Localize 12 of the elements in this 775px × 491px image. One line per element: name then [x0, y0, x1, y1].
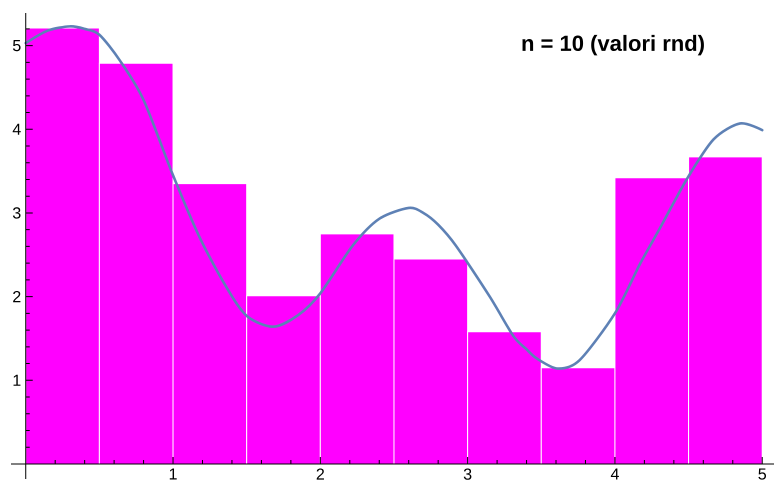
y-tick-label: 4	[12, 124, 21, 135]
y-tick-label: 3	[12, 207, 21, 219]
x-tick-label: 4	[610, 468, 619, 480]
x-tick-label: 1	[170, 468, 177, 480]
y-tick-label: 5	[12, 40, 21, 52]
x-tick-label: 2	[316, 468, 324, 480]
y-tick-label: 1	[14, 374, 20, 386]
text: n = 10 (valori rnd)	[522, 34, 704, 56]
y-tick-label: 2	[13, 291, 20, 302]
x-tick-label: 5	[758, 468, 766, 480]
line-series	[24, 25, 764, 370]
x-tick-label: 3	[464, 468, 472, 480]
